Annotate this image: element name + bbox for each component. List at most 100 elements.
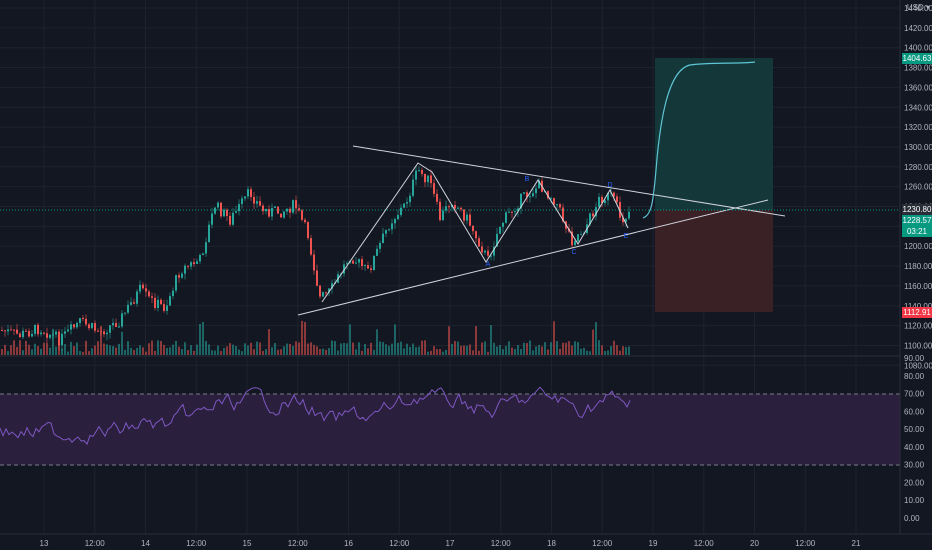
volume-bar bbox=[82, 351, 84, 355]
volume-bar bbox=[460, 345, 462, 355]
candle-body bbox=[244, 196, 246, 199]
candle-body bbox=[307, 222, 309, 239]
volume-bar bbox=[181, 349, 183, 355]
volume-bar bbox=[361, 350, 363, 355]
volume-bar bbox=[364, 343, 366, 355]
rsi-band bbox=[0, 394, 900, 465]
candle-body bbox=[487, 250, 489, 256]
candle-body bbox=[193, 262, 195, 265]
candle-body bbox=[619, 202, 621, 218]
volume-bar bbox=[187, 350, 189, 355]
candle-body bbox=[493, 246, 495, 256]
volume-bar bbox=[439, 349, 441, 355]
candle-body bbox=[472, 225, 474, 232]
candle-body bbox=[88, 324, 90, 329]
volume-bar bbox=[316, 346, 318, 355]
volume-bar bbox=[601, 345, 603, 355]
entry-price-tag: 1230.80 bbox=[902, 204, 932, 215]
time-tick-label: 13 bbox=[40, 539, 49, 548]
volume-bar bbox=[331, 340, 333, 355]
volume-bar bbox=[130, 347, 132, 355]
candle-body bbox=[322, 292, 324, 297]
candle-body bbox=[352, 260, 354, 264]
volume-bar bbox=[121, 331, 123, 355]
candle-body bbox=[604, 200, 606, 204]
volume-bar bbox=[463, 345, 465, 355]
volume-bar bbox=[481, 342, 483, 355]
lower-trendline[interactable] bbox=[297, 199, 769, 316]
rsi-axis[interactable]: 90.00 80.00 70.00 60.00 50.00 40.00 30.00 20.00… bbox=[904, 354, 925, 523]
price-tick-label: 1320.00 bbox=[904, 123, 932, 132]
volume-bar bbox=[118, 343, 120, 355]
candle-body bbox=[466, 214, 468, 221]
projection-path[interactable] bbox=[642, 61, 756, 219]
rsi-tick-label: 10.00 bbox=[904, 496, 925, 505]
target-price-tag: 1404.63 bbox=[902, 53, 932, 64]
volume-bar bbox=[619, 350, 621, 355]
volume-bar bbox=[310, 342, 312, 355]
stop-zone[interactable] bbox=[655, 210, 773, 312]
candle-body bbox=[409, 195, 411, 203]
candle-body bbox=[460, 207, 462, 210]
volume-bar bbox=[583, 347, 585, 355]
rsi-tick-label: 0.00 bbox=[904, 514, 920, 523]
candle-body bbox=[64, 331, 66, 334]
volume-bar bbox=[556, 341, 558, 355]
volume-bar bbox=[367, 348, 369, 355]
volume-bar bbox=[52, 328, 54, 355]
volume-bar bbox=[568, 341, 570, 355]
volume-bar bbox=[208, 344, 210, 355]
volume-bar bbox=[133, 350, 135, 355]
volume-bar bbox=[175, 340, 177, 355]
time-axis[interactable]: 13 12:00 14 12:00 15 12:00 16 12:00 17 12:00 18 12:… bbox=[40, 539, 861, 548]
candle-body bbox=[529, 196, 531, 198]
volume-bar bbox=[154, 350, 156, 355]
candle-body bbox=[124, 312, 126, 314]
candle-body bbox=[136, 291, 138, 304]
volume-bar bbox=[571, 345, 573, 355]
volume-bars bbox=[1, 320, 630, 355]
candle-body bbox=[163, 304, 165, 311]
time-tick-label: 12:00 bbox=[186, 539, 207, 548]
price-tick-label: 1200.00 bbox=[904, 242, 932, 251]
candle-body bbox=[85, 318, 87, 325]
volume-bar bbox=[535, 346, 537, 355]
volume-bar bbox=[454, 341, 456, 355]
candle-body bbox=[373, 255, 375, 270]
price-tick-label: 1080.00 bbox=[904, 361, 932, 370]
candle-body bbox=[355, 262, 357, 264]
volume-bar bbox=[184, 342, 186, 355]
candle-body bbox=[268, 209, 270, 217]
wave-pattern[interactable] bbox=[321, 162, 629, 303]
candle-body bbox=[499, 226, 501, 234]
candle-body bbox=[571, 231, 573, 246]
candle-body bbox=[439, 201, 441, 221]
volume-bar bbox=[343, 342, 345, 355]
candle-body bbox=[397, 215, 399, 220]
time-tick-label: 12:00 bbox=[85, 539, 106, 548]
candle-body bbox=[184, 265, 186, 274]
candle-body bbox=[94, 322, 96, 331]
rsi-tick-label: 50.00 bbox=[904, 425, 925, 434]
volume-bar bbox=[142, 347, 144, 355]
time-tick-label: 18 bbox=[547, 539, 556, 548]
candle-body bbox=[535, 188, 537, 194]
volume-bar bbox=[271, 347, 273, 355]
target-zone[interactable] bbox=[655, 58, 773, 210]
volume-bar bbox=[322, 348, 324, 355]
currency-label[interactable]: USD ▾ bbox=[906, 3, 930, 12]
pattern-labels: B A C D E bbox=[486, 176, 629, 268]
volume-bar bbox=[610, 346, 612, 355]
candle-body bbox=[208, 224, 210, 243]
candle-body bbox=[178, 275, 180, 278]
candle-body bbox=[175, 275, 177, 291]
time-tick-label: 12:00 bbox=[491, 539, 512, 548]
candle-body bbox=[394, 219, 396, 224]
upper-trendline[interactable] bbox=[352, 145, 786, 217]
candle-body bbox=[82, 317, 84, 319]
candle-body bbox=[160, 299, 162, 305]
volume-bar bbox=[403, 348, 405, 355]
volume-bar bbox=[106, 344, 108, 355]
price-tick-label: 1260.00 bbox=[904, 183, 932, 192]
